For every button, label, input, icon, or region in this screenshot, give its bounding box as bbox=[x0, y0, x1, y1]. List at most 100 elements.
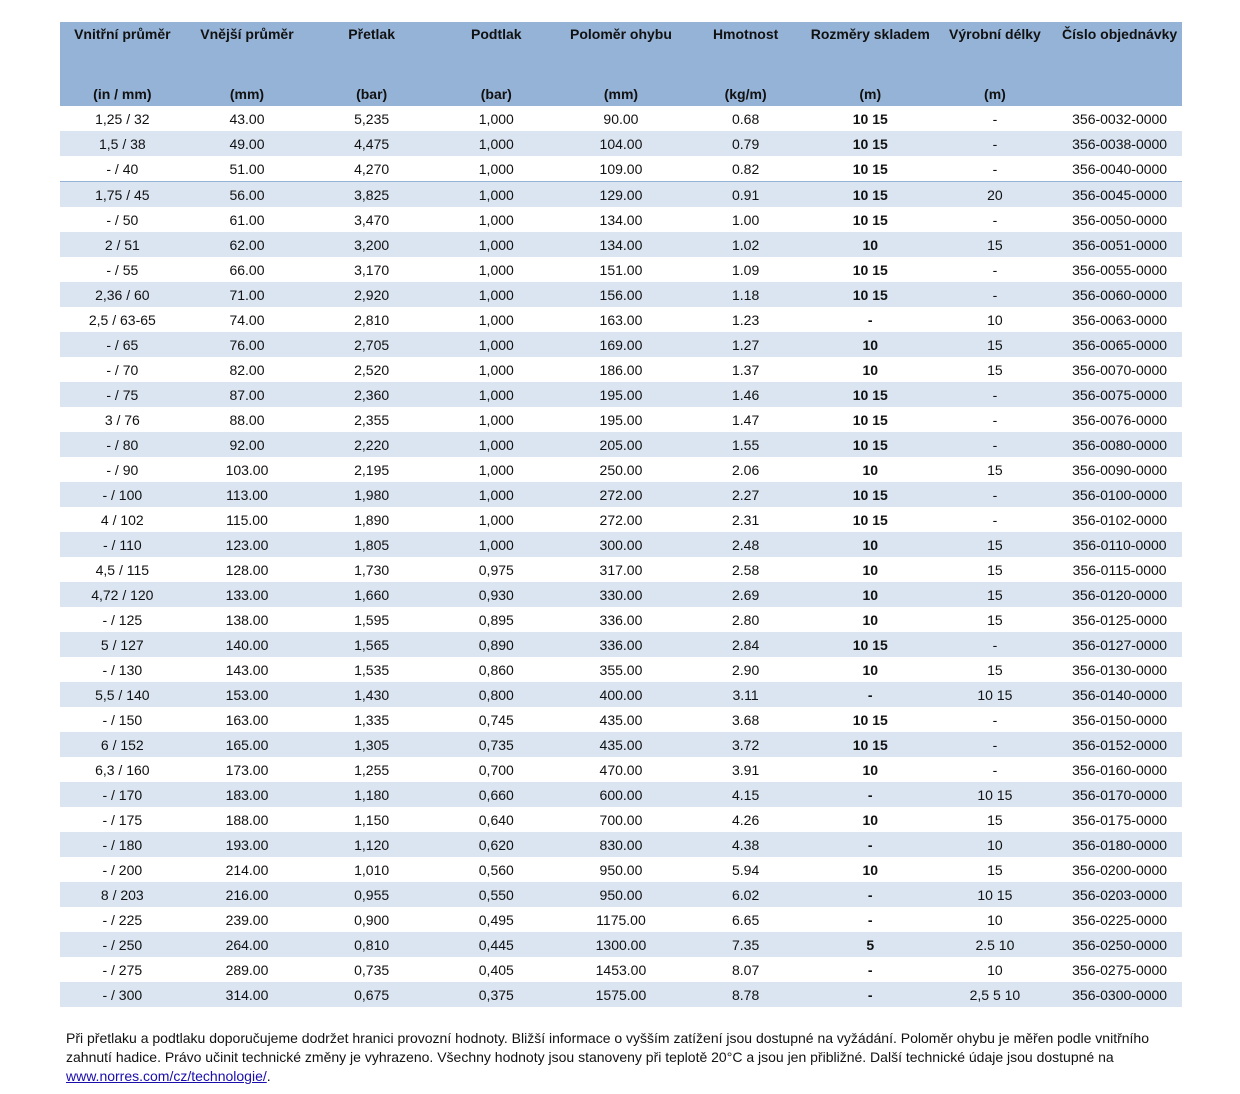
table-cell: 10 15 bbox=[807, 432, 933, 457]
table-cell: 133.00 bbox=[184, 582, 310, 607]
table-cell: - bbox=[992, 711, 998, 728]
table-cell: 0,560 bbox=[478, 861, 514, 878]
table-cell: 356-0200-0000 bbox=[1072, 861, 1168, 878]
table-cell: 3.68 bbox=[731, 711, 760, 728]
table-cell: 109.00 bbox=[558, 156, 684, 182]
table-cell: 10 15 bbox=[807, 181, 933, 207]
column-header: Rozměry skladem bbox=[807, 22, 933, 86]
table-cell: 0,700 bbox=[478, 761, 514, 778]
table-cell: 272.00 bbox=[599, 511, 643, 528]
technology-link[interactable]: www.norres.com/cz/technologie/ bbox=[66, 1068, 267, 1084]
table-cell: 2.06 bbox=[731, 461, 760, 478]
table-cell: 1,000 bbox=[433, 382, 559, 407]
table-cell: 4,5 / 115 bbox=[95, 561, 150, 578]
table-cell: 950.00 bbox=[599, 861, 643, 878]
table-cell: - / 125 bbox=[102, 611, 143, 628]
table-cell: 0.82 bbox=[683, 156, 808, 182]
table-cell: 183.00 bbox=[184, 782, 310, 807]
table-cell: 356-0275-0000 bbox=[1072, 961, 1168, 978]
table-cell: 6.02 bbox=[683, 882, 808, 907]
table-cell: 15 bbox=[932, 332, 1058, 357]
table-cell: 49.00 bbox=[184, 131, 310, 156]
column-unit: (mm) bbox=[184, 86, 310, 106]
table-cell: 356-0175-0000 bbox=[1072, 811, 1168, 828]
table-cell: 356-0160-0000 bbox=[1072, 761, 1168, 778]
table-cell: 10 15 bbox=[852, 411, 888, 428]
table-cell: - bbox=[807, 882, 933, 907]
table-cell: 830.00 bbox=[558, 832, 684, 857]
table-cell: 0,660 bbox=[433, 782, 559, 807]
table-cell: - bbox=[932, 282, 1058, 307]
table-row: - / 65 76.00 2,705 1,000 169.00 1.27 10 15 356-0… bbox=[60, 332, 1182, 357]
table-cell: 1.02 bbox=[683, 232, 808, 257]
table-cell: 1,75 / 45 bbox=[60, 181, 185, 207]
column-unit: (m) bbox=[932, 86, 1058, 106]
table-cell: 1,25 / 32 bbox=[95, 110, 150, 127]
table-cell: 10 15 bbox=[807, 131, 933, 156]
table-cell: 214.00 bbox=[225, 861, 269, 878]
table-cell: - / 300 bbox=[60, 982, 185, 1007]
table-cell: 1,335 bbox=[354, 711, 390, 728]
table-cell: 10 15 bbox=[807, 156, 933, 182]
table-cell: - bbox=[992, 761, 998, 778]
table-cell: 0,445 bbox=[433, 932, 559, 957]
table-cell: 88.00 bbox=[229, 411, 265, 428]
table-cell: 10 15 bbox=[852, 261, 888, 278]
table-cell: 1,000 bbox=[433, 482, 559, 507]
table-cell: 2,920 bbox=[309, 282, 434, 307]
table-cell: 134.00 bbox=[558, 232, 684, 257]
column-unit: (in / mm) bbox=[60, 86, 185, 106]
table-cell: 356-0050-0000 bbox=[1072, 211, 1168, 228]
table-cell: 1,000 bbox=[433, 181, 559, 207]
table-cell: 20 bbox=[932, 181, 1058, 207]
table-cell: 195.00 bbox=[599, 411, 643, 428]
table-cell: 2.27 bbox=[683, 482, 808, 507]
table-cell: - / 110 bbox=[60, 532, 185, 557]
table-row: 2 / 51 62.00 3,200 1,000 134.00 1.02 10 15 356-0… bbox=[60, 232, 1182, 257]
table-cell: 356-0032-0000 bbox=[1072, 110, 1168, 127]
table-cell: 4,475 bbox=[309, 131, 434, 156]
table-cell: 239.00 bbox=[225, 911, 269, 928]
table-cell: 4,72 / 120 bbox=[60, 582, 185, 607]
table-cell: 2.90 bbox=[731, 661, 760, 678]
table-cell: 0,620 bbox=[433, 832, 559, 857]
table-cell: 3.72 bbox=[683, 732, 808, 757]
table-cell: 10 bbox=[987, 311, 1003, 328]
table-cell: 1,000 bbox=[433, 282, 559, 307]
table-cell: 129.00 bbox=[558, 181, 684, 207]
table-cell: 356-0127-0000 bbox=[1057, 632, 1182, 657]
table-cell: 1,000 bbox=[433, 156, 559, 182]
column-header: Poloměr ohybu bbox=[558, 22, 684, 86]
table-row: 4,5 / 115 128.00 1,730 0,975 317.00 2.58 10 15 3… bbox=[60, 557, 1182, 582]
table-row: - / 180 193.00 1,120 0,620 830.00 4.38-10 356-… bbox=[60, 832, 1182, 857]
table-cell: 356-0120-0000 bbox=[1057, 582, 1182, 607]
table-cell: 51.00 bbox=[184, 156, 310, 182]
table-cell: 10 bbox=[862, 661, 879, 678]
table-cell: 1,000 bbox=[433, 232, 559, 257]
table-cell: - bbox=[932, 131, 1058, 156]
table-cell: 1.47 bbox=[731, 411, 760, 428]
table-cell: 4 / 102 bbox=[100, 511, 144, 528]
table-cell: 43.00 bbox=[229, 110, 265, 127]
table-cell: 0,975 bbox=[478, 561, 514, 578]
table-cell: 356-0115-0000 bbox=[1072, 561, 1167, 578]
table-cell: 15 bbox=[987, 811, 1003, 828]
table-cell: 10 bbox=[807, 232, 933, 257]
table-row: - / 40 51.00 4,270 1,000 109.00 0.82 10 15-356… bbox=[60, 156, 1182, 182]
table-cell: 15 bbox=[987, 561, 1003, 578]
table-row: 1,75 / 45 56.00 3,825 1,000 129.00 0.91 10 15 2… bbox=[60, 181, 1182, 207]
table-row: 4 / 102 115.00 1,890 1,000 272.00 2.31 10 15 - 3… bbox=[60, 507, 1182, 532]
table-cell: 1,805 bbox=[309, 532, 434, 557]
table-cell: 5.94 bbox=[731, 861, 760, 878]
column-header: Hmotnost bbox=[683, 22, 808, 86]
table-cell: 356-0170-0000 bbox=[1057, 782, 1182, 807]
table-cell: 1,000 bbox=[433, 532, 559, 557]
table-cell: 0,895 bbox=[478, 611, 514, 628]
table-cell: 0,550 bbox=[433, 882, 559, 907]
table-cell: 272.00 bbox=[558, 482, 684, 507]
table-cell: 1.23 bbox=[731, 311, 760, 328]
table-cell: 356-0060-0000 bbox=[1057, 282, 1182, 307]
table-cell: 356-0065-0000 bbox=[1057, 332, 1182, 357]
table-cell: 15 bbox=[987, 461, 1003, 478]
table-cell: 82.00 bbox=[229, 361, 265, 378]
